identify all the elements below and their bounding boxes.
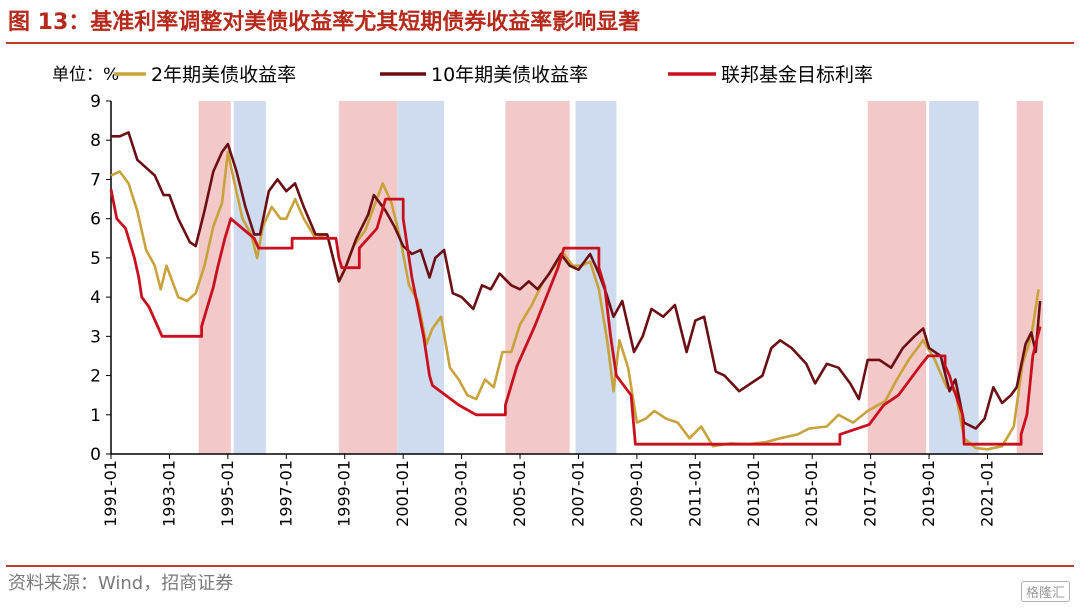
x-tick-label: 1999-01 — [335, 460, 354, 527]
x-tick-label: 1997-01 — [276, 460, 295, 527]
x-tick-label: 2019-01 — [919, 460, 938, 527]
chart: 0 1 2 3 4 5 6 7 8 9 1991-01 1993-01 1995-01 1997-01 19… — [52, 64, 1043, 527]
x-tick-label: 1993-01 — [159, 460, 178, 527]
y-tick-label: 7 — [90, 170, 101, 190]
y-tick-label: 5 — [90, 249, 101, 269]
x-tick-label: 2009-01 — [627, 460, 646, 527]
tightening-band-4 — [505, 101, 570, 454]
source-note: 资料来源：Wind，招商证券 — [8, 573, 234, 594]
x-tick-label: 2021-01 — [977, 460, 996, 527]
unit-label: 单位：% — [52, 65, 119, 85]
legend-label-10y: 10年期美债收益率 — [431, 64, 588, 86]
series-fed-funds-line — [109, 189, 1042, 446]
legend: 单位：% 2年期美债收益率 10年期美债收益率 联邦基金目标利率 — [52, 64, 873, 86]
x-tick-label: 2003-01 — [452, 460, 471, 527]
x-tick-label: 1995-01 — [218, 460, 237, 527]
y-tick-label: 1 — [90, 406, 101, 426]
y-tick-label: 2 — [90, 367, 101, 387]
y-tick-label: 9 — [90, 92, 101, 112]
x-tick-label: 2001-01 — [393, 460, 412, 527]
chart-title: 图 13：基准利率调整对美债收益率尤其短期债券收益率影响显著 — [8, 10, 641, 35]
x-tick-label: 2007-01 — [568, 460, 587, 527]
legend-label-2y: 2年期美债收益率 — [151, 64, 296, 86]
y-tick-label: 6 — [90, 210, 101, 230]
tightening-band-6 — [867, 101, 927, 454]
tightening-band-8 — [1016, 101, 1043, 454]
easing-band-7 — [929, 101, 979, 454]
series-lines — [109, 131, 1042, 451]
watermark-logo: 格隆汇 — [1020, 581, 1070, 602]
y-tick-label: 4 — [90, 288, 101, 308]
axes: 0 1 2 3 4 5 6 7 8 9 1991-01 1993-01 1995-01 1997-01 19… — [90, 92, 1043, 527]
footer-divider — [6, 565, 1074, 567]
easing-band-1 — [233, 101, 266, 454]
x-tick-label: 1991-01 — [101, 460, 120, 527]
easing-band-3 — [397, 101, 445, 454]
tightening-band-2 — [338, 101, 398, 454]
series-2y-treasury-line — [110, 150, 1040, 451]
x-tick-label: 2011-01 — [685, 460, 704, 527]
x-tick-label: 2017-01 — [861, 460, 880, 527]
legend-label-ffr: 联邦基金目标利率 — [721, 64, 873, 86]
y-tick-label: 0 — [90, 445, 101, 465]
x-tick-label: 2005-01 — [510, 460, 529, 527]
x-tick-label: 2013-01 — [744, 460, 763, 527]
x-tick-label: 2015-01 — [802, 460, 821, 527]
title-divider — [6, 42, 1074, 44]
y-tick-label: 3 — [90, 327, 101, 347]
y-tick-label: 8 — [90, 131, 101, 151]
shaded-periods — [198, 101, 1043, 454]
